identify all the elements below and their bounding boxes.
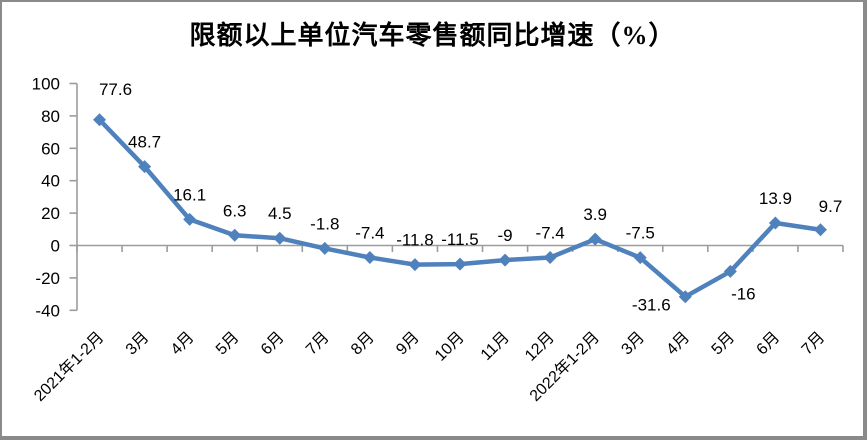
x-axis-label: 3月 [618,329,648,359]
data-point-marker [273,231,287,245]
data-point-label: -9 [497,226,512,245]
data-point-label: -11.8 [396,231,434,250]
y-axis-tick-label: -40 [35,301,60,320]
data-point-label: 48.7 [128,133,161,152]
data-point-marker [183,212,197,226]
y-axis-tick-label: 0 [51,237,60,256]
x-axis-label: 5月 [213,329,243,359]
data-point-marker [318,241,332,255]
data-point-label: 16.1 [173,185,206,204]
x-axis-label: 6月 [258,329,288,359]
y-axis-tick-label: -20 [35,269,60,288]
data-point-marker [453,257,467,271]
data-point-marker [768,216,782,230]
data-point-marker [543,250,557,264]
x-axis-label: 3月 [123,329,153,359]
data-point-marker [588,232,602,246]
data-point-label: 77.6 [99,80,132,99]
x-axis-label: 4月 [663,329,693,359]
data-point-label: -7.5 [626,224,655,243]
data-point-marker [93,113,107,127]
data-point-label: 3.9 [583,205,607,224]
data-point-marker [678,290,692,304]
data-point-label: 4.5 [268,204,292,223]
data-point-marker [363,250,377,264]
x-axis-label: 4月 [168,329,198,359]
x-axis-label: 11月 [478,329,513,364]
data-point-label: -1.8 [310,214,339,233]
data-point-marker [723,264,737,278]
data-point-marker [228,228,242,242]
data-point-label: -31.6 [632,296,671,315]
y-axis-tick-label: 60 [41,139,60,158]
x-axis-label: 8月 [348,329,378,359]
data-point-marker [633,251,647,265]
data-point-label: 9.7 [819,197,843,216]
x-axis-label: 5月 [709,329,739,359]
x-axis-label: 2021年1-2月 [30,328,107,405]
data-point-marker [498,253,512,267]
data-point-marker [408,258,422,272]
data-point-label: 6.3 [223,201,247,220]
data-point-label: -7.4 [355,223,384,242]
y-axis-tick-label: 80 [41,107,60,126]
data-point-marker [138,160,152,174]
x-axis-label: 7月 [303,329,333,359]
data-point-label: 13.9 [759,189,792,208]
data-point-label: -11.5 [441,230,479,249]
y-axis-tick-label: 40 [41,172,60,191]
y-axis-tick-label: 100 [32,75,60,94]
y-axis-tick-label: 20 [41,204,60,223]
x-axis-label: 10月 [432,329,468,365]
data-point-label: -16 [731,284,756,303]
data-point-label: -7.4 [535,223,564,242]
x-axis-label: 12月 [522,329,558,365]
x-axis-label: 9月 [393,329,423,359]
data-point-marker [813,223,827,237]
x-axis-label: 7月 [799,329,829,359]
x-axis-label: 6月 [754,329,784,359]
